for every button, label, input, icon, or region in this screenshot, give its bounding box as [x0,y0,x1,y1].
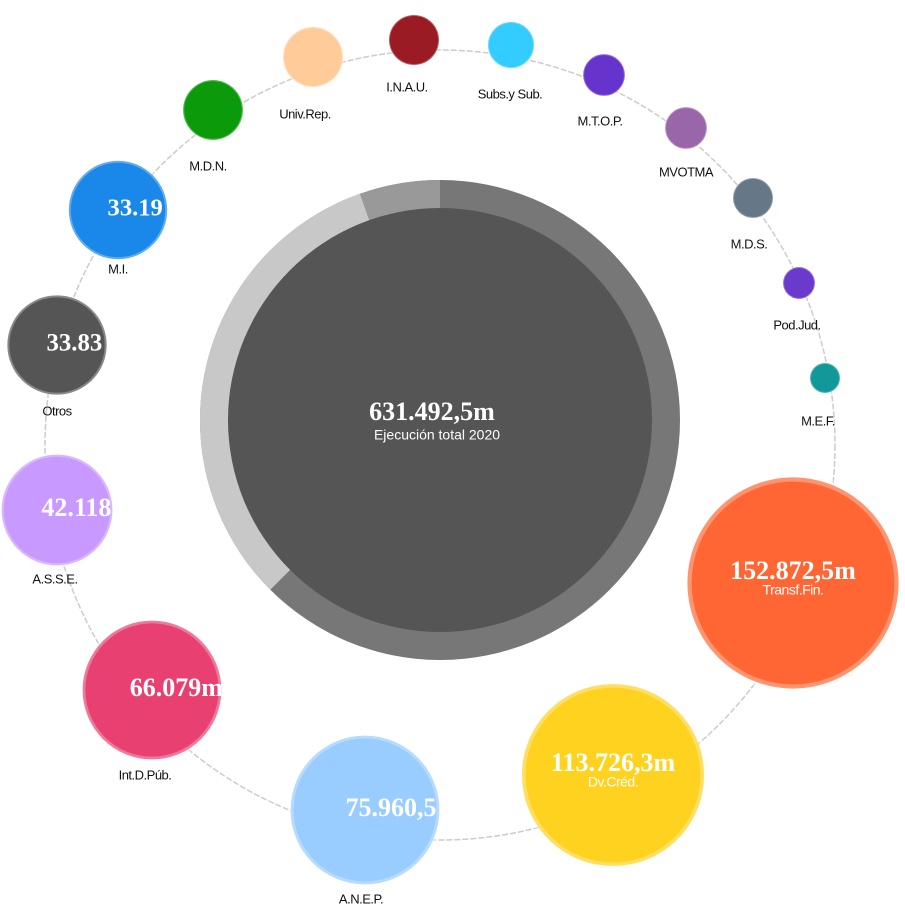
total-circle [228,208,652,632]
bubble-value: 152.872,5m [730,556,856,585]
bubble-value: 33.19 [108,195,163,222]
bubble [281,25,345,89]
bubble [731,176,775,220]
bubble-label: M.E.F. [801,413,835,428]
bubble [486,20,536,70]
bubble-value: 75.960,5 [346,793,437,822]
bubble-label: A.S.S.E. [32,571,77,586]
bubble [0,452,115,568]
bubble-value: 66.079m [130,673,224,702]
bubble [808,361,842,395]
bubble-label: Otros [42,403,72,418]
bubble-label: Transf.Fin. [763,582,824,598]
bubble-label: I.N.A.U. [386,79,428,94]
bubble-label: Univ.Rep. [279,106,331,121]
bubble-label: Pod.Jud. [773,317,820,332]
bubble [782,266,816,300]
bubble-label: M.D.S. [731,236,768,251]
total-donut [199,179,680,660]
bubble-label: MVOTMA [659,164,714,179]
total-value: 631.492,5m [369,397,495,426]
bubble [79,617,225,763]
bubble [387,13,441,67]
bubble-label: M.D.N. [189,158,226,173]
bubble-label: M.I. [108,261,128,276]
bubble-value: 33.83 [46,330,102,357]
bubble-label: Dv.Créd. [588,774,638,790]
bubble-label: M.T.O.P. [578,113,623,128]
bubble-value: 42.118 [41,493,111,522]
bubble [664,106,708,150]
bubble-label: A.N.E.P. [339,891,383,906]
bubble [5,293,109,397]
bubble [287,732,443,888]
bubble-value: 113.726,3m [551,748,676,777]
bubble [181,78,245,142]
bubble-label: Int.D.Púb. [119,767,172,782]
bubble [518,680,708,870]
bubble [683,473,903,693]
ring-path [44,49,836,841]
bubble [66,158,170,262]
total-label: Ejecución total 2020 [374,427,500,443]
bubble [582,53,626,97]
bubble-label: Subs.y Sub. [478,86,543,101]
